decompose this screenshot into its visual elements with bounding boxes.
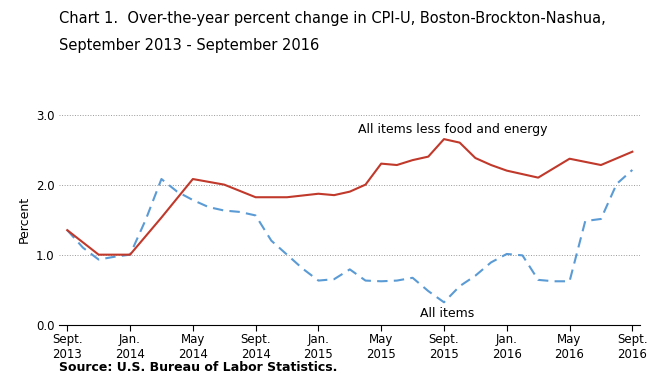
Text: Source: U.S. Bureau of Labor Statistics.: Source: U.S. Bureau of Labor Statistics.	[59, 361, 338, 374]
Text: Chart 1.  Over-the-year percent change in CPI-U, Boston-Brockton-Nashua,: Chart 1. Over-the-year percent change in…	[59, 11, 606, 26]
Text: All items: All items	[420, 307, 475, 320]
Text: September 2013 - September 2016: September 2013 - September 2016	[59, 38, 319, 53]
Text: All items less food and energy: All items less food and energy	[358, 123, 547, 136]
Y-axis label: Percent: Percent	[17, 196, 30, 243]
